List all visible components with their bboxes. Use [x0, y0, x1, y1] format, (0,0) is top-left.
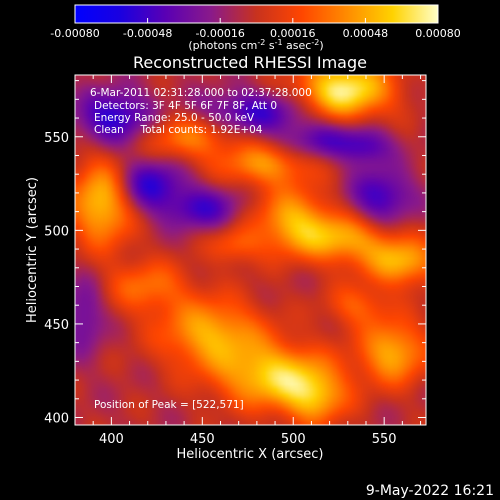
x-tick-label: 550	[372, 432, 397, 447]
colorbar-ticks	[74, 18, 439, 23]
x-tick-label: 400	[99, 432, 124, 447]
colorbar-tick-label: -0.00016	[195, 27, 244, 40]
colorbar: -0.00080 -0.00048 -0.00016 0.00016 0.00048 0.…	[50, 4, 461, 52]
plot-area: 400 450 500 550 400 450 500 550	[44, 74, 427, 447]
x-tick-label: 450	[190, 432, 215, 447]
colorbar-unit-label: (photons cm-2 s-1 asec-2)	[188, 38, 323, 52]
colorbar-tick-label: 0.00016	[270, 27, 316, 40]
axis-ticks	[74, 75, 426, 425]
colorbar-tick-label: 0.00080	[415, 27, 461, 40]
y-tick-label: 400	[44, 412, 69, 427]
heatmap-image	[75, 75, 426, 425]
plot-frame	[74, 74, 427, 426]
colorbar-tick-labels: -0.00080 -0.00048 -0.00016 0.00016 0.00048 0.…	[50, 27, 460, 40]
y-tick-label: 500	[44, 224, 69, 239]
annotations: 6-Mar-2011 02:31:28.000 to 02:37:28.000 …	[90, 87, 312, 411]
x-axis-label: Heliocentric X (arcsec)	[177, 447, 324, 462]
colorbar-tick-label: 0.00048	[343, 27, 389, 40]
y-tick-label: 550	[44, 131, 69, 146]
x-tick-label: 500	[281, 432, 306, 447]
colorbar-tick-label: -0.00080	[50, 27, 99, 40]
x-tick-labels: 400 450 500 550	[99, 432, 397, 447]
annotation-detectors: Detectors: 3F 4F 5F 6F 7F 8F, Att 0	[94, 100, 277, 112]
colorbar-tick-label: -0.00048	[123, 27, 172, 40]
chart-title: Reconstructed RHESSI Image	[133, 53, 367, 72]
colorbar-strip	[74, 4, 439, 24]
y-axis-label: Heliocentric Y (arcsec)	[25, 177, 40, 323]
footer-timestamp: 9-May-2022 16:21	[366, 483, 494, 499]
annotation-peak-position: Position of Peak = [522,571]	[94, 399, 244, 411]
y-tick-labels: 400 450 500 550	[44, 131, 69, 427]
annotation-clean-counts: Clean Total counts: 1.92E+04	[94, 124, 263, 136]
annotation-time-range: 6-Mar-2011 02:31:28.000 to 02:37:28.000	[90, 87, 312, 99]
annotation-energy-range: Energy Range: 25.0 - 50.0 keV	[94, 112, 255, 124]
y-tick-label: 450	[44, 318, 69, 333]
